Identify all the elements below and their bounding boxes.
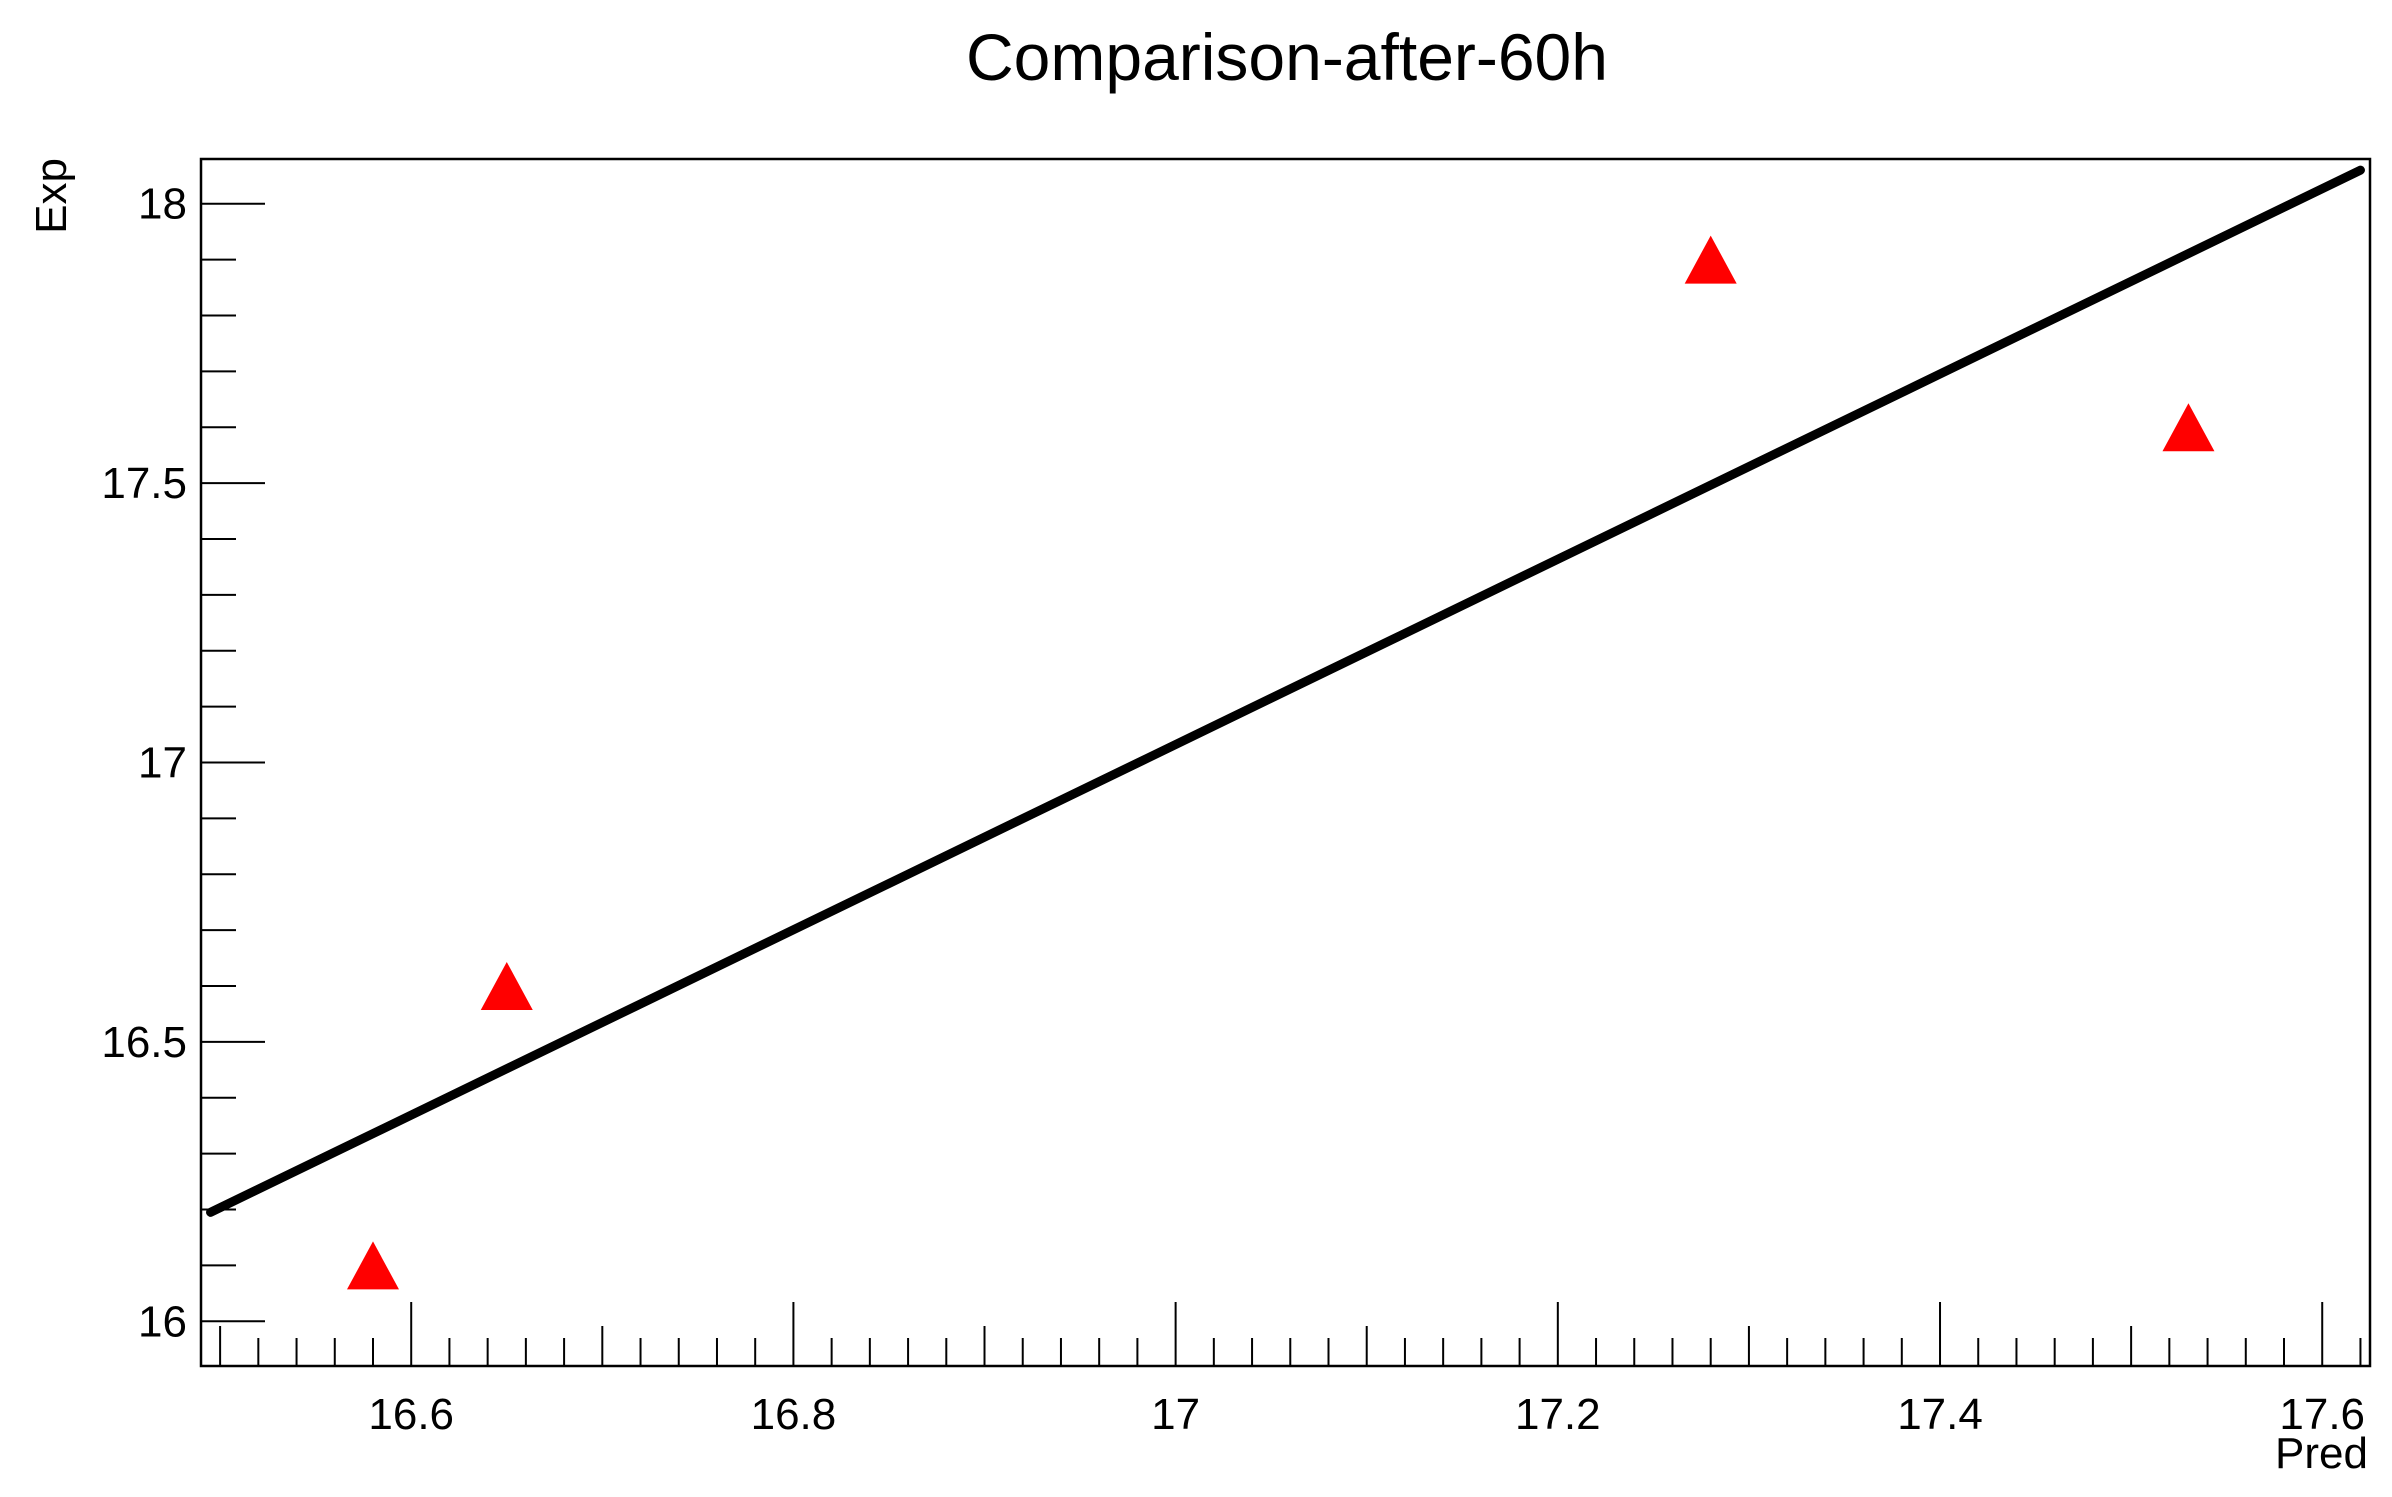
x-axis-label: Pred bbox=[2275, 1429, 2368, 1478]
plot-frame bbox=[199, 157, 2372, 1368]
x-tick-label: 17 bbox=[1151, 1390, 1200, 1439]
x-tick-label: 17.6 bbox=[2279, 1390, 2365, 1439]
data-point-triangle bbox=[2162, 403, 2215, 452]
chart-title: Comparison-after-60h bbox=[966, 20, 1608, 94]
y-tick-label: 18 bbox=[138, 180, 187, 229]
x-tick-label: 16.6 bbox=[368, 1390, 454, 1439]
y-axis-label: Exp bbox=[27, 158, 76, 234]
plot-area: 16.6 16.8 17 17.2 17.4 17.6 16 16.5 17 17.5 18 bbox=[101, 157, 2372, 1439]
data-point-triangle bbox=[480, 962, 533, 1011]
x-tick-label: 16.8 bbox=[751, 1390, 837, 1439]
y-tick-label: 16.5 bbox=[101, 1018, 187, 1067]
data-point-triangle bbox=[1684, 235, 1737, 284]
y-tick-label: 16 bbox=[138, 1297, 187, 1346]
y-tick-label: 17.5 bbox=[101, 459, 187, 508]
y-tick-label: 17 bbox=[138, 739, 187, 788]
x-tick-label: 17.2 bbox=[1515, 1390, 1601, 1439]
data-point-triangle bbox=[346, 1241, 399, 1290]
reference-line bbox=[206, 165, 2365, 1217]
x-tick-label: 17.4 bbox=[1897, 1390, 1983, 1439]
